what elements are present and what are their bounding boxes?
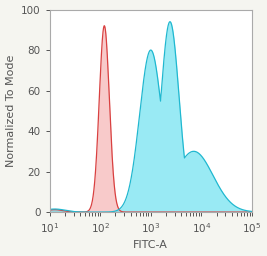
- X-axis label: FITC-A: FITC-A: [133, 240, 168, 250]
- Y-axis label: Normalized To Mode: Normalized To Mode: [6, 55, 15, 167]
